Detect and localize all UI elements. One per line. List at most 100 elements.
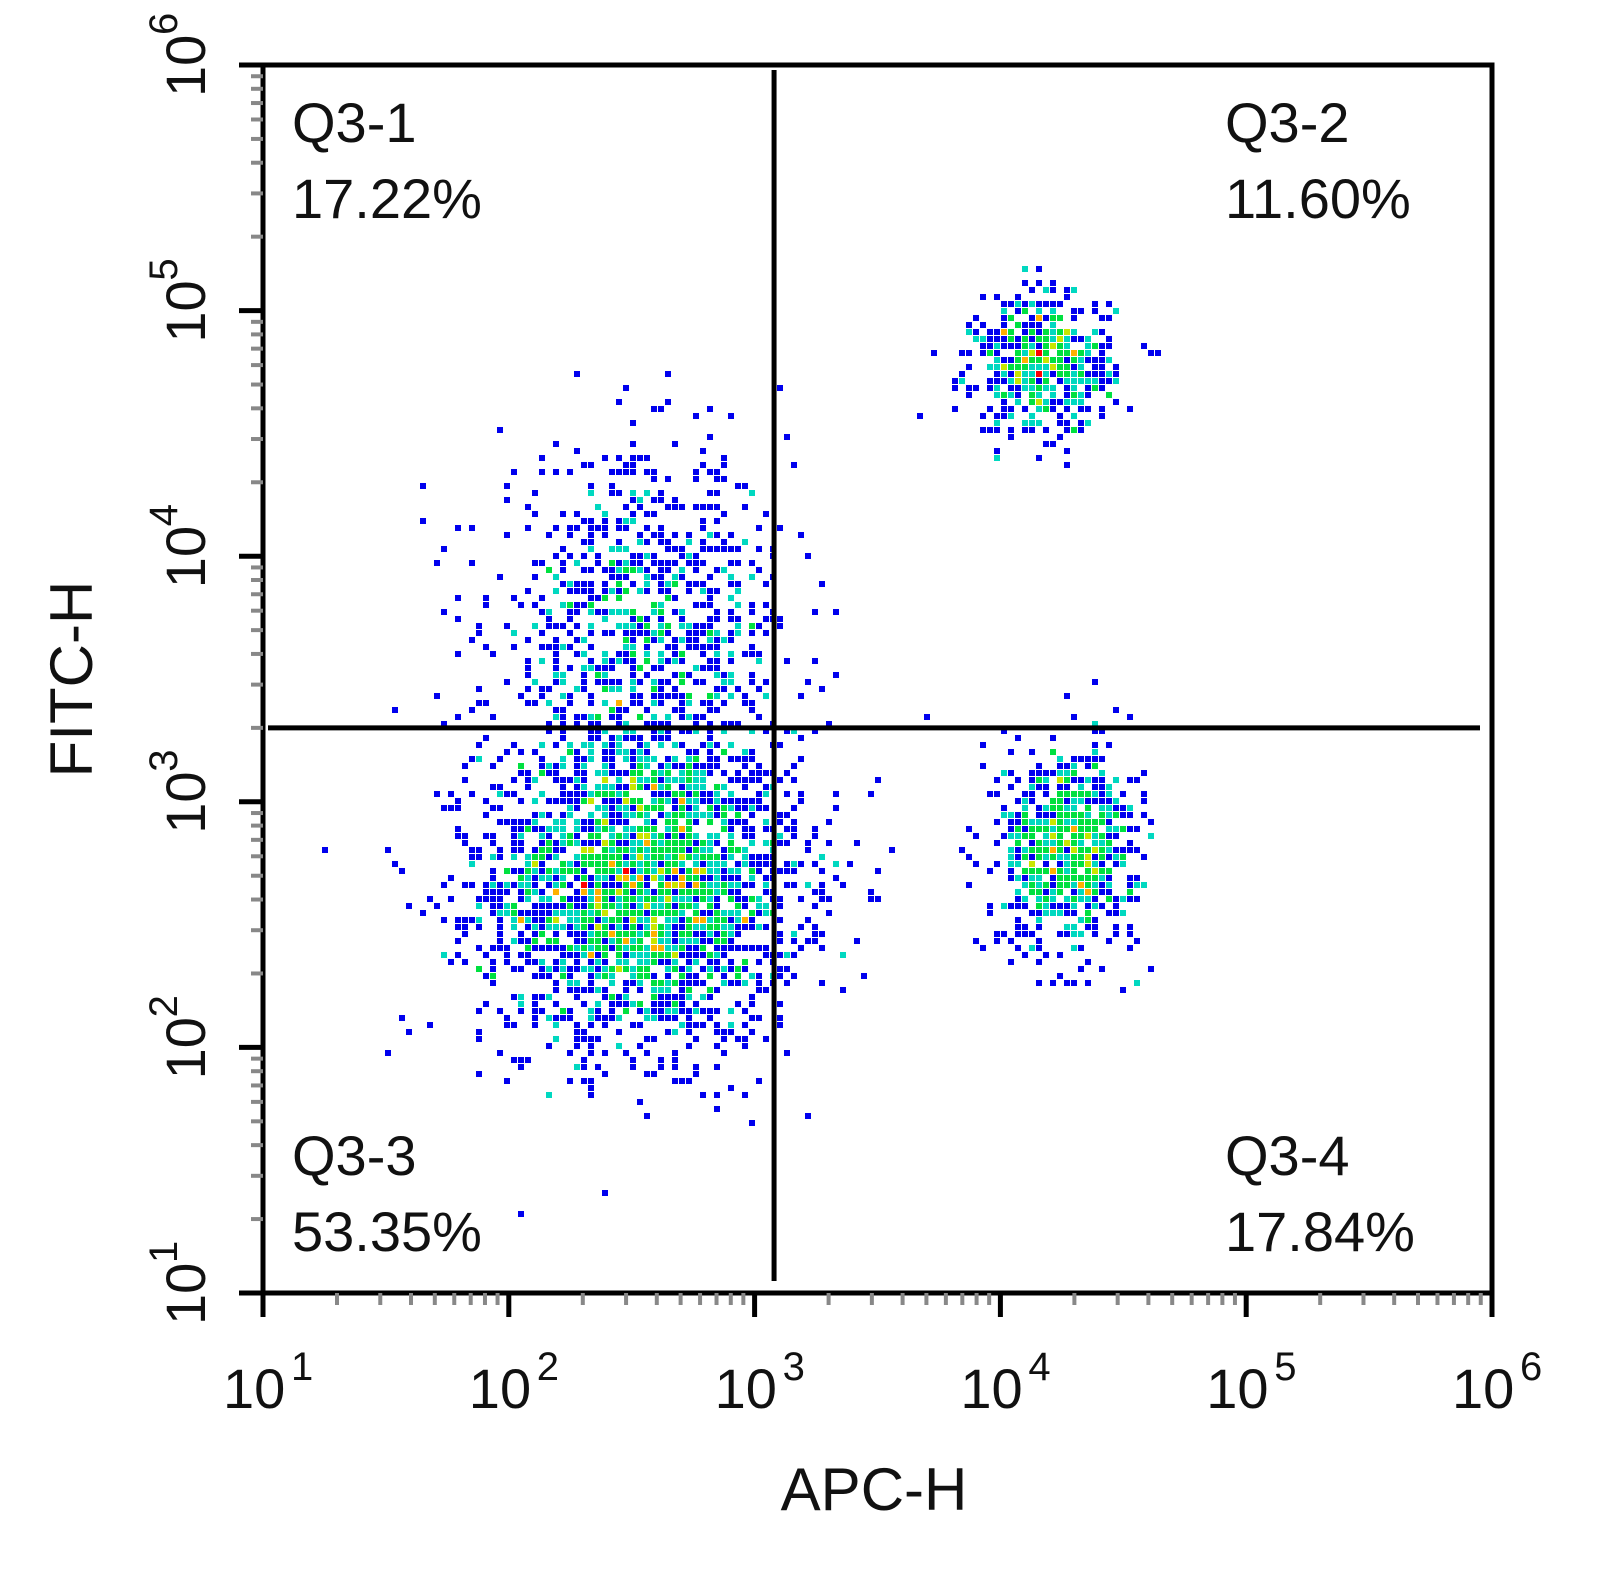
event-dot [581, 917, 587, 923]
event-dot [1106, 882, 1112, 888]
event-dot [973, 315, 979, 321]
event-dot [476, 924, 482, 930]
event-dot [644, 889, 650, 895]
event-dot [777, 903, 783, 909]
event-dot [518, 602, 524, 608]
x-tick-exponent: 5 [1274, 1345, 1296, 1389]
event-dot [595, 791, 601, 797]
event-dot [588, 980, 594, 986]
event-dot [511, 777, 517, 783]
event-dot [728, 574, 734, 580]
event-dot [637, 784, 643, 790]
event-dot [1099, 854, 1105, 860]
x-tick-base: 10 [223, 1357, 285, 1420]
event-dot [602, 854, 608, 860]
event-dot [1071, 329, 1077, 335]
event-dot [1050, 868, 1056, 874]
event-dot [777, 840, 783, 846]
event-dot [700, 665, 706, 671]
event-dot [532, 819, 538, 825]
event-dot [840, 952, 846, 958]
event-dot [546, 623, 552, 629]
event-dot [1106, 301, 1112, 307]
event-dot [539, 686, 545, 692]
event-dot [476, 742, 482, 748]
event-dot [518, 966, 524, 972]
event-dot [854, 938, 860, 944]
event-dot [693, 504, 699, 510]
event-dot [749, 910, 755, 916]
event-dot [560, 623, 566, 629]
event-dot [567, 700, 573, 706]
event-dot [574, 1022, 580, 1028]
event-dot [1029, 847, 1035, 853]
event-dot [686, 854, 692, 860]
event-dot [1064, 875, 1070, 881]
event-dot [581, 567, 587, 573]
event-dot [1057, 882, 1063, 888]
event-dot [574, 819, 580, 825]
event-dot [1078, 364, 1084, 370]
event-dot [679, 777, 685, 783]
event-dot [1064, 924, 1070, 930]
event-dot [721, 1036, 727, 1042]
event-dot [679, 672, 685, 678]
event-dot [518, 896, 524, 902]
event-dot [707, 532, 713, 538]
event-dot [616, 525, 622, 531]
event-dot [728, 616, 734, 622]
event-dot [693, 889, 699, 895]
event-dot [1106, 868, 1112, 874]
event-dot [1057, 889, 1063, 895]
event-dot [672, 966, 678, 972]
event-dot [658, 805, 664, 811]
event-dot [581, 665, 587, 671]
event-dot [630, 518, 636, 524]
event-dot [735, 861, 741, 867]
event-dot [588, 1092, 594, 1098]
event-dot [721, 476, 727, 482]
event-dot [672, 595, 678, 601]
event-dot [665, 560, 671, 566]
event-dot [1022, 336, 1028, 342]
event-dot [651, 553, 657, 559]
event-dot [1043, 861, 1049, 867]
event-dot [749, 770, 755, 776]
event-dot [581, 896, 587, 902]
event-dot [707, 805, 713, 811]
event-dot [581, 539, 587, 545]
event-dot [609, 1008, 615, 1014]
event-dot [728, 651, 734, 657]
event-dot [609, 833, 615, 839]
event-dot [1099, 868, 1105, 874]
event-dot [735, 616, 741, 622]
event-dot [602, 700, 608, 706]
event-dot [1099, 812, 1105, 818]
event-dot [462, 840, 468, 846]
event-dot [567, 910, 573, 916]
event-dot [616, 742, 622, 748]
event-dot [1127, 840, 1133, 846]
x-tick-exponent: 3 [783, 1345, 805, 1389]
event-dot [1015, 308, 1021, 314]
event-dot [399, 1015, 405, 1021]
event-dot [1092, 728, 1098, 734]
event-dot [616, 595, 622, 601]
event-dot [1043, 791, 1049, 797]
event-dot [651, 784, 657, 790]
event-dot [714, 889, 720, 895]
event-dot [672, 609, 678, 615]
event-dot [609, 896, 615, 902]
event-dot [532, 574, 538, 580]
event-dot [665, 952, 671, 958]
event-dot [1029, 854, 1035, 860]
event-dot [1043, 819, 1049, 825]
event-dot [651, 1001, 657, 1007]
event-dot [693, 903, 699, 909]
event-dot [672, 756, 678, 762]
event-dot [644, 623, 650, 629]
event-dot [1043, 357, 1049, 363]
event-dot [791, 805, 797, 811]
event-dot [742, 819, 748, 825]
event-dot [672, 924, 678, 930]
